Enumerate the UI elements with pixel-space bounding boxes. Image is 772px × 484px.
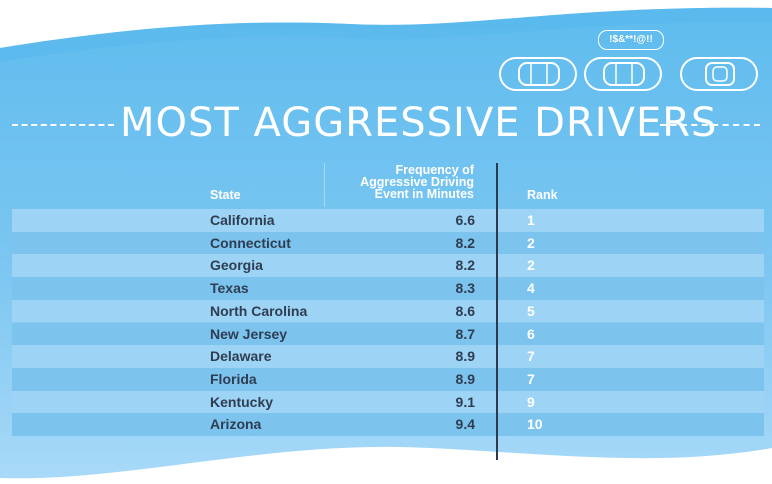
cell-state: Connecticut: [210, 234, 291, 251]
table-row: California 6.6 1: [12, 209, 764, 232]
header-frequency: Frequency of Aggressive Driving Event in…: [330, 163, 475, 201]
cell-state: New Jersey: [210, 325, 288, 342]
cell-state: Texas: [210, 280, 249, 297]
table-row: Delaware 8.9 7: [12, 345, 764, 368]
cell-state: Arizona: [210, 416, 262, 433]
table-row: Florida 8.9 7: [12, 367, 764, 391]
cell-rank: 9: [527, 393, 535, 410]
cell-state: Florida: [210, 370, 257, 387]
header-rank: Rank: [527, 188, 558, 202]
cell-rank: 5: [527, 302, 535, 319]
cell-rank: 1: [527, 212, 535, 228]
cell-state: Georgia: [210, 257, 263, 274]
title-dash-right: [660, 124, 760, 126]
table-row: Texas 8.3 4: [12, 277, 764, 300]
cell-rank: 4: [527, 280, 535, 297]
cell-rank: 2: [527, 234, 535, 251]
cell-frequency: 8.9: [455, 348, 475, 365]
cell-frequency: 8.3: [455, 280, 475, 297]
cell-rank: 2: [527, 257, 535, 274]
header-separator: [324, 163, 325, 207]
header-frequency-line: Aggressive Driving: [360, 175, 474, 189]
title-row: MOST AGGRESSIVE DRIVERS: [0, 96, 772, 152]
table-row: North Carolina 8.6 5: [12, 299, 764, 323]
cell-frequency: 9.4: [455, 416, 475, 433]
table-row: Kentucky 9.1 9: [12, 390, 764, 414]
table-row: Arizona 9.4 10: [12, 413, 764, 436]
cell-rank: 6: [527, 325, 535, 342]
header-frequency-line: Event in Minutes: [374, 187, 474, 201]
cell-rank: 7: [527, 370, 535, 387]
header-frequency-line: Frequency of: [395, 163, 475, 177]
speech-bubble-icon: !$&**!@!!: [598, 30, 664, 50]
car-icon: [499, 57, 577, 91]
cell-state: Delaware: [210, 348, 272, 365]
cell-state: North Carolina: [210, 302, 308, 319]
cell-frequency: 9.1: [455, 393, 475, 410]
car-icon: [680, 57, 758, 91]
cell-frequency: 8.6: [455, 302, 475, 319]
cell-rank: 7: [527, 348, 535, 365]
cell-frequency: 6.6: [455, 212, 475, 228]
table-row: Georgia 8.2 2: [12, 254, 764, 278]
chart-title: MOST AGGRESSIVE DRIVERS: [120, 100, 718, 146]
title-dash-left: [12, 124, 114, 126]
table-row: Connecticut 8.2 2: [12, 231, 764, 255]
car-icon: [584, 57, 662, 91]
rank-divider: [496, 163, 498, 460]
cell-frequency: 8.7: [455, 325, 475, 342]
cell-frequency: 8.9: [455, 370, 475, 387]
cell-frequency: 8.2: [455, 234, 475, 251]
table-row: New Jersey 8.7 6: [12, 322, 764, 346]
header-state: State: [210, 188, 241, 202]
cell-state: Kentucky: [210, 393, 274, 410]
cell-frequency: 8.2: [455, 257, 475, 274]
cell-state: California: [210, 212, 275, 228]
cell-rank: 10: [527, 416, 543, 433]
